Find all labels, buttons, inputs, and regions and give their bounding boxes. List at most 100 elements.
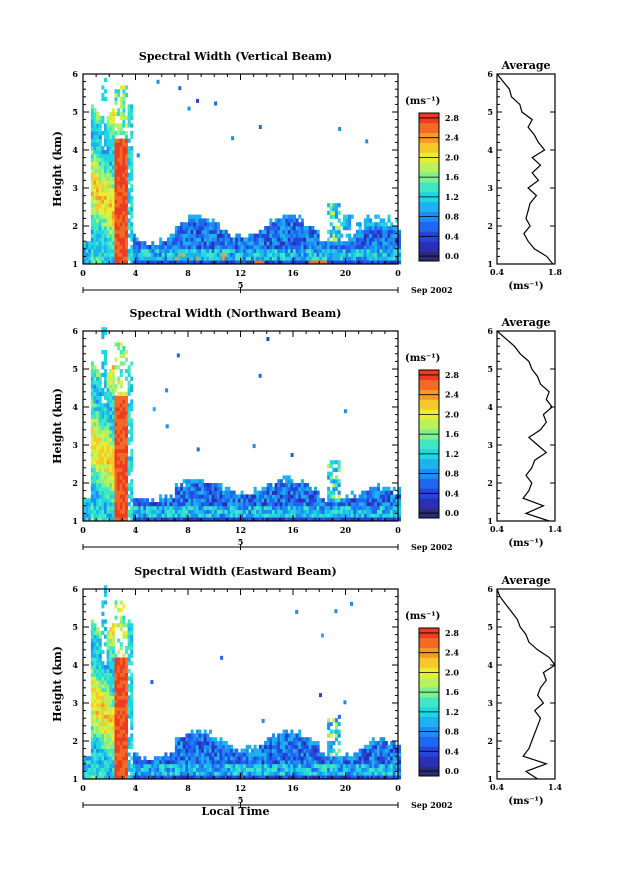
heatmap-cell <box>203 729 207 734</box>
heatmap-cell <box>256 513 260 518</box>
heatmap-cell <box>109 710 113 715</box>
heatmap-cell <box>195 737 199 742</box>
heatmap-cell <box>358 245 362 250</box>
heatmap-cell <box>277 260 281 265</box>
heatmap-cell <box>277 767 281 772</box>
heatmap-cell <box>125 513 129 518</box>
heatmap-cell <box>188 771 192 776</box>
heatmap-cell <box>306 741 310 746</box>
heatmap-cell <box>90 188 94 193</box>
heatmap-cell <box>361 517 365 522</box>
heatmap-cell <box>106 653 110 658</box>
heatmap-cell <box>361 502 365 507</box>
heatmap-cell <box>152 407 156 412</box>
heatmap-cell <box>206 490 210 495</box>
heatmap-cell <box>329 245 333 250</box>
heatmap-cell <box>161 260 165 265</box>
heatmap-cell <box>258 498 262 503</box>
heatmap-cell <box>132 498 136 503</box>
heatmap-cell <box>111 256 115 261</box>
heatmap-cell <box>190 752 194 757</box>
heatmap-cell <box>345 252 349 257</box>
heatmap-cell <box>361 241 365 246</box>
heatmap-cell <box>109 372 113 377</box>
heatmap-cell <box>211 502 215 507</box>
heatmap-cell <box>198 252 202 257</box>
heatmap-cell <box>111 403 115 408</box>
heatmap-cell <box>279 741 283 746</box>
heatmap-cell <box>237 256 241 261</box>
heatmap-cell <box>295 771 299 776</box>
heatmap-cell <box>85 760 89 765</box>
heatmap-cell <box>316 256 320 261</box>
heatmap-cell <box>324 248 328 253</box>
heatmap-cell <box>182 517 186 522</box>
heatmap-cell <box>119 471 123 476</box>
heatmap-cell <box>190 771 194 776</box>
heatmap-cell <box>85 498 89 503</box>
heatmap-cell <box>117 89 121 94</box>
heatmap-cell <box>161 760 165 765</box>
heatmap-cell <box>93 115 97 120</box>
heatmap-cell <box>382 245 386 250</box>
heatmap-cell <box>374 513 378 518</box>
heatmap-cell <box>337 498 341 503</box>
x-tick-label: 8 <box>185 525 191 535</box>
heatmap-cell <box>104 699 108 704</box>
heatmap-cell <box>219 741 223 746</box>
heatmap-cell <box>114 100 118 105</box>
heatmap-cell <box>104 180 108 185</box>
heatmap-cell <box>148 517 152 522</box>
heatmap-cell <box>104 203 108 208</box>
heatmap-cell <box>279 252 283 257</box>
heatmap-cell <box>114 684 118 689</box>
heatmap-cell <box>96 188 100 193</box>
heatmap-cell <box>98 718 102 723</box>
heatmap-cell <box>130 775 134 780</box>
heatmap-cell <box>90 108 94 113</box>
heatmap-cell <box>214 226 218 231</box>
heatmap-cell <box>337 467 341 472</box>
heatmap-cell <box>182 760 186 765</box>
heatmap-cell <box>119 426 123 431</box>
heatmap-cell <box>111 422 115 427</box>
heatmap-cell <box>164 509 168 514</box>
heatmap-cell <box>114 691 118 696</box>
heatmap-cell <box>169 260 173 265</box>
heatmap-cell <box>227 260 231 265</box>
heatmap-cell <box>287 771 291 776</box>
heatmap-cell <box>214 737 218 742</box>
heatmap-cell <box>264 260 268 265</box>
heatmap-cell <box>114 229 118 234</box>
chart-title: Spectral Width (Northward Beam) <box>130 307 342 320</box>
heatmap-cell <box>316 517 320 522</box>
heatmap-cell <box>90 475 94 480</box>
heatmap-cell <box>156 767 160 772</box>
heatmap-cell <box>96 191 100 196</box>
heatmap-cell <box>282 756 286 761</box>
heatmap-cell <box>261 763 265 768</box>
heatmap-cell <box>104 357 108 362</box>
heatmap-cell <box>164 517 168 522</box>
heatmap-cell <box>111 391 115 396</box>
heatmap-cell <box>111 710 115 715</box>
heatmap-cell <box>104 327 108 332</box>
heatmap-cell <box>266 241 270 246</box>
heatmap-cell <box>206 229 210 234</box>
heatmap-cell <box>343 409 347 414</box>
heatmap-cell <box>96 483 100 488</box>
heatmap-cell <box>363 252 367 257</box>
heatmap-cell <box>93 729 97 734</box>
heatmap-cell <box>111 445 115 450</box>
heatmap-cell <box>201 483 205 488</box>
heatmap-cell <box>109 505 113 510</box>
heatmap-cell <box>248 505 252 510</box>
heatmap-cell <box>93 369 97 374</box>
heatmap-cell <box>195 214 199 219</box>
heatmap-cell <box>101 494 105 499</box>
heatmap-cell <box>146 502 150 507</box>
heatmap-cell <box>101 760 105 765</box>
heatmap-cell <box>264 486 268 491</box>
heatmap-cell <box>361 509 365 514</box>
heatmap-cell <box>146 767 150 772</box>
